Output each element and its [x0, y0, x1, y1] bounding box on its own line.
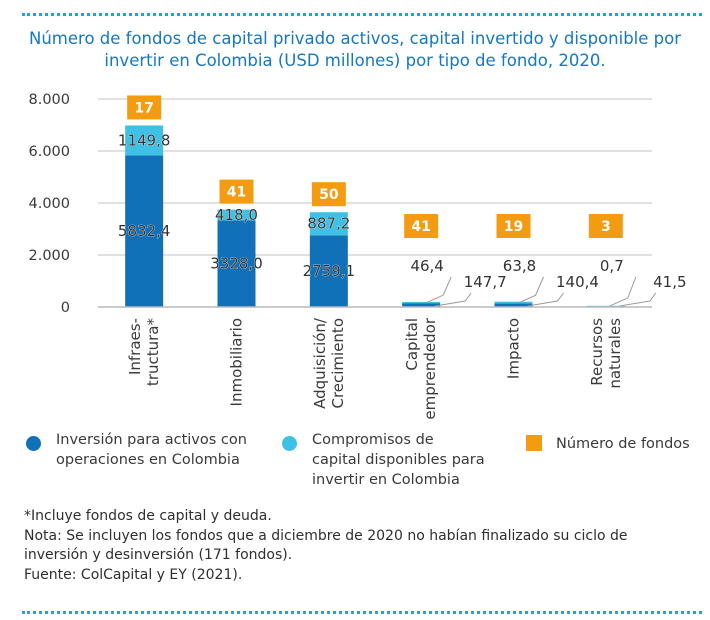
- bar-available: [402, 301, 441, 304]
- leader-line: [435, 292, 472, 307]
- x-category-label: Adquisición/Crecimiento: [311, 317, 347, 409]
- fund-count-badge: [588, 214, 623, 238]
- fund-count-label: 19: [504, 219, 523, 235]
- bar-invested: [125, 155, 164, 307]
- x-category-label: Capital emprendedor: [403, 317, 439, 419]
- legend-label-available: Compromisos de capital disponibles para …: [312, 432, 485, 488]
- fund-count-badge: [127, 95, 162, 120]
- x-category-label-line: Infraes-: [126, 318, 144, 375]
- x-category-label-line: naturales: [606, 318, 624, 389]
- bar-available: [494, 301, 533, 304]
- x-category-label: Recursos naturales: [588, 318, 624, 389]
- x-category-label-line: Adquisición/: [311, 317, 329, 409]
- legend-swatch-funds: [526, 435, 542, 451]
- y-tick-label: 6.000: [28, 144, 70, 160]
- data-label-invested: 41,5: [653, 273, 686, 291]
- data-label-available: 887,2: [307, 215, 350, 233]
- leader-line: [517, 276, 544, 304]
- bar-invested: [402, 303, 441, 307]
- fund-count-badge: [496, 214, 531, 238]
- chart-notes: *Incluye fondos de capital y deuda. Nota…: [24, 507, 694, 585]
- data-label-invested: 3328,0: [210, 255, 263, 273]
- fund-count-badge: [311, 182, 346, 207]
- bar-invested: [309, 235, 348, 307]
- footnote: *Incluye fondos de capital y deuda.: [24, 508, 272, 524]
- fund-count-badge: [219, 179, 254, 204]
- bar-available: [586, 305, 625, 307]
- x-category-label-line: tructura*: [144, 318, 162, 387]
- legend-label-invested: Inversión para activos con operaciones e…: [56, 432, 247, 468]
- data-label-available: 0,7: [600, 257, 624, 275]
- x-category-label-line: Impacto: [505, 318, 523, 379]
- leader-line: [424, 276, 452, 304]
- x-category-label-line: Inmobiliario: [228, 318, 246, 406]
- x-category-label-line: Crecimiento: [329, 318, 347, 409]
- chart-title: Número de fondos de capital privado acti…: [29, 29, 681, 70]
- fund-count-label: 3: [601, 219, 611, 235]
- fund-count-label: 17: [134, 100, 153, 116]
- legend-swatch-available: [282, 436, 297, 451]
- data-label-invested: 2759,1: [303, 262, 356, 280]
- x-category-label: Infraes-tructura*: [126, 318, 162, 387]
- bottom-dotted-divider: [22, 611, 702, 614]
- top-dotted-divider: [22, 13, 702, 16]
- bar-invested: [494, 303, 533, 307]
- x-category-label-line: Recursos: [588, 318, 606, 386]
- fund-count-label: 41: [227, 185, 246, 201]
- note-line-2: inversión y desinversión (171 fondos).: [24, 547, 293, 563]
- x-category-label-line: emprendedor: [421, 317, 439, 419]
- y-tick-label: 2.000: [28, 248, 70, 264]
- data-label-invested: 147,7: [464, 273, 507, 291]
- data-label-invested: 140,4: [556, 273, 599, 291]
- fund-count-label: 50: [319, 187, 339, 203]
- stacked-bar-chart: 0 2.000 4.000 6.000 8.000 5832,4 1149,8 17 Infra…: [28, 92, 686, 420]
- leader-line: [527, 292, 564, 307]
- bar-invested: [217, 220, 256, 307]
- bar-available: [217, 209, 256, 221]
- bar-available: [125, 125, 164, 156]
- fund-count-badge: [404, 214, 439, 238]
- source-text: Fuente: ColCapital y EY (2021).: [24, 566, 243, 583]
- fund-count-label: 41: [411, 219, 430, 235]
- legend-swatch-invested: [26, 436, 41, 451]
- x-category-label-line: Capital: [403, 318, 421, 371]
- data-label-available: 1149,8: [118, 131, 171, 149]
- y-tick-label: 8.000: [28, 92, 70, 108]
- y-tick-label: 0: [61, 300, 70, 316]
- y-tick-label: 4.000: [28, 196, 70, 212]
- note-line-1: Nota: Se incluyen los fondos que a dicie…: [24, 527, 628, 544]
- leader-line: [619, 292, 657, 307]
- bar-available: [309, 212, 348, 236]
- data-label-invested: 5832,4: [118, 222, 171, 240]
- data-label-available: 418,0: [215, 206, 258, 224]
- data-label-available: 63,8: [503, 257, 536, 275]
- leader-line: [609, 276, 637, 307]
- data-label-available: 46,4: [410, 257, 443, 275]
- x-category-label: Impacto: [505, 318, 523, 379]
- x-category-label: Inmobiliario: [228, 318, 246, 406]
- legend-label-funds: Número de fondos: [556, 436, 690, 452]
